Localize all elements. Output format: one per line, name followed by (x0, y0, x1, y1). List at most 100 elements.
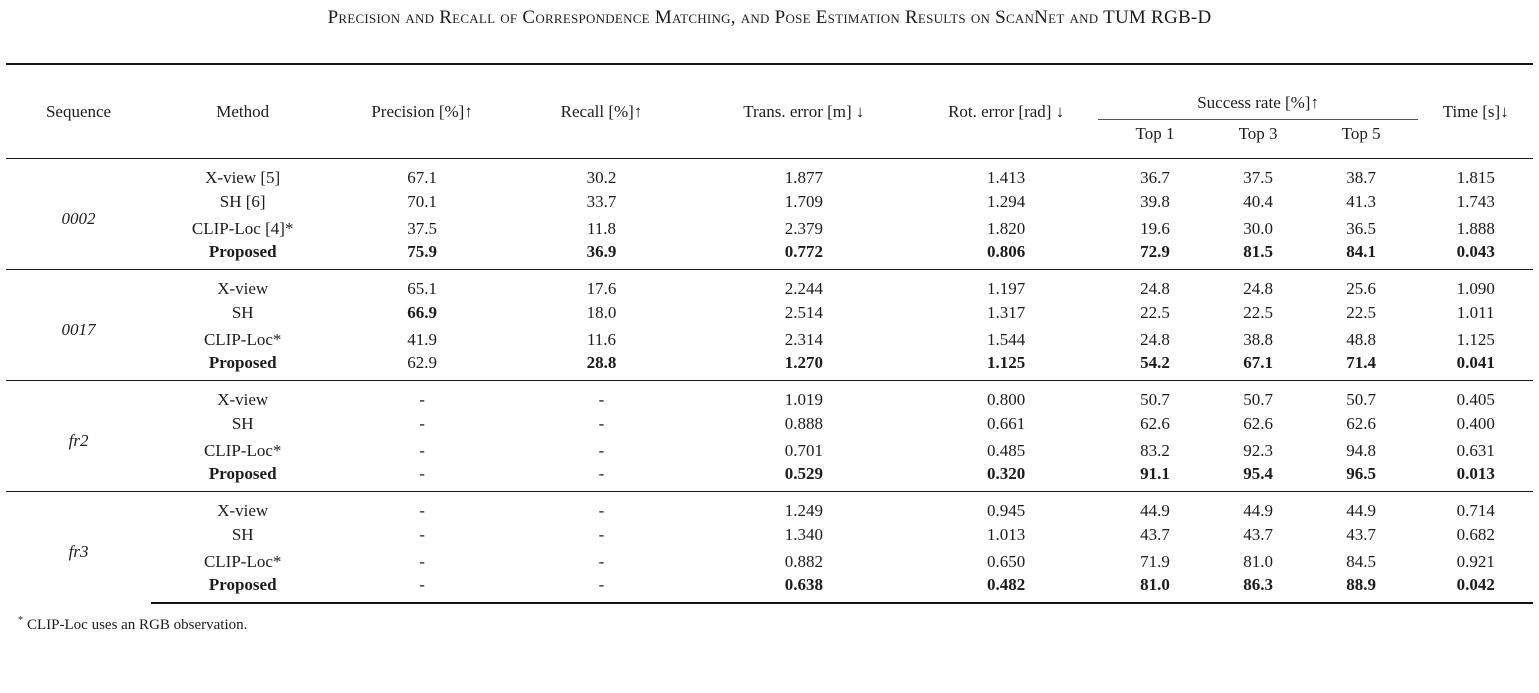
method-cell: SH [6] (219, 191, 266, 211)
table-caption: Precision and Recall of Correspondence M… (327, 7, 1212, 28)
table-row: fr2 X-view - - 1.019 0.800 50.7 50.7 50.… (6, 380, 1533, 492)
subcol-header-top5: Top 5 (1303, 119, 1419, 159)
time-cell: 1.090 (1418, 269, 1533, 299)
rot-error-cell: 1.125 (987, 353, 1026, 372)
header-row-sub: Top 1 Top 3 Top 5 (6, 119, 1533, 159)
top3-cell: 62.6 (1243, 413, 1273, 433)
rot-error-cell: 0.661 (987, 413, 1026, 433)
top5-cell: 38.7 (1346, 168, 1377, 187)
col-header-trans-error: Trans. error [m] ↓ (693, 63, 915, 159)
top5-cell: 41.3 (1346, 191, 1377, 211)
trans-error-cell: 2.514 (784, 302, 823, 322)
trans-error-cell: 0.529 (784, 464, 823, 483)
top5-cell: 84.1 (1346, 242, 1377, 261)
trans-error-cell: 2.244 (693, 269, 915, 299)
col-header-precision: Precision [%]↑ (334, 63, 510, 159)
top5-cell: 50.7 (1303, 380, 1419, 410)
precision-cell: - (419, 524, 425, 544)
top1-cell: 71.9 (1140, 551, 1170, 571)
subcol-header-top1: Top 1 (1097, 119, 1213, 159)
top3-cell: 81.0 (1243, 551, 1273, 571)
precision-cell: - (334, 575, 510, 604)
rot-error-cell: 0.650 (987, 551, 1026, 571)
method-cell: CLIP-Loc* (203, 551, 282, 571)
rot-error-cell: 0.320 (987, 464, 1026, 483)
time-cell: 1.743 (1456, 191, 1495, 211)
top3-cell: 22.5 (1243, 302, 1273, 322)
precision-cell: 70.1 (407, 191, 437, 211)
method-cell: CLIP-Loc* (203, 440, 282, 460)
recall-cell: 11.8 (586, 218, 617, 238)
method-cell: X-view (151, 380, 335, 410)
time-cell: 0.921 (1456, 551, 1495, 571)
time-cell: 0.682 (1456, 524, 1495, 544)
method-cell: Proposed (208, 464, 277, 483)
recall-cell: - (509, 491, 694, 521)
top1-cell: 44.9 (1097, 491, 1213, 521)
top5-cell: 36.5 (1346, 218, 1377, 238)
recall-cell: 17.6 (509, 269, 694, 299)
time-cell: 0.043 (1456, 242, 1495, 261)
col-header-success-rate: Success rate [%]↑ (1097, 63, 1419, 120)
table-row: CLIP-Loc* - - 0.701 0.485 83.2 92.3 94.8… (6, 437, 1533, 464)
precision-cell: - (419, 413, 425, 433)
top3-cell: 50.7 (1212, 380, 1304, 410)
table-row: CLIP-Loc* 41.9 11.6 2.314 1.544 24.8 38.… (6, 326, 1533, 353)
time-cell: 1.125 (1456, 329, 1495, 349)
time-cell: 0.013 (1456, 464, 1495, 483)
recall-cell: 11.6 (586, 329, 617, 349)
table-header: Sequence Method Precision [%]↑ Recall [%… (6, 63, 1533, 159)
recall-cell: 36.9 (586, 242, 617, 261)
table-row: Proposed 62.9 28.8 1.270 1.125 54.2 67.1… (6, 353, 1533, 381)
top3-cell: 30.0 (1243, 218, 1273, 238)
method-cell: SH (231, 413, 254, 433)
table-row: 0002 X-view [5] 67.1 30.2 1.877 1.413 36… (6, 159, 1533, 228)
method-cell: Proposed (208, 242, 277, 261)
recall-cell: 33.7 (586, 191, 617, 211)
footnote-marker: * (18, 615, 23, 626)
time-cell: 0.714 (1418, 491, 1533, 521)
table-row: Proposed 75.9 36.9 0.772 0.806 72.9 81.5… (6, 242, 1533, 270)
top3-cell: 67.1 (1243, 353, 1273, 372)
time-cell: 1.888 (1456, 218, 1495, 238)
recall-cell: 30.2 (586, 168, 617, 187)
recall-cell: - (598, 464, 605, 483)
time-cell: 1.815 (1456, 168, 1495, 187)
precision-cell: 41.9 (407, 329, 437, 349)
method-cell: CLIP-Loc [4]* (191, 218, 294, 238)
col-header-rot-error: Rot. error [rad] ↓ (914, 63, 1098, 159)
trans-error-cell: 2.314 (784, 329, 823, 349)
rot-error-cell: 1.317 (987, 302, 1026, 322)
precision-cell: 66.9 (407, 302, 437, 322)
top5-cell: 22.5 (1346, 302, 1377, 322)
precision-cell: 37.5 (407, 218, 437, 238)
method-cell: X-view (151, 491, 335, 521)
table-row: Proposed - - 0.529 0.320 91.1 95.4 96.5 … (6, 464, 1533, 492)
table-footnote: * CLIP-Loc uses an RGB observation. (18, 615, 1539, 634)
col-header-time: Time [s]↓ (1418, 63, 1533, 159)
top1-cell: 62.6 (1140, 413, 1170, 433)
precision-cell: 65.1 (334, 269, 510, 299)
recall-cell: 18.0 (586, 302, 617, 322)
block-fr2: fr2 X-view - - 1.019 0.800 50.7 50.7 50.… (6, 380, 1533, 492)
top5-cell: 62.6 (1346, 413, 1377, 433)
top3-cell: 24.8 (1212, 269, 1304, 299)
top3-cell: 37.5 (1243, 168, 1273, 187)
table-row: fr3 X-view - - 1.249 0.945 44.9 44.9 44.… (6, 491, 1533, 603)
time-cell: 0.405 (1418, 380, 1533, 410)
precision-cell: - (334, 380, 510, 410)
top1-cell: 50.7 (1097, 380, 1213, 410)
method-cell: CLIP-Loc* (203, 329, 282, 349)
rot-error-cell: 0.482 (914, 575, 1098, 604)
block-0017: 0017 X-view 65.1 17.6 2.244 1.197 24.8 2… (6, 269, 1533, 381)
precision-cell: - (419, 440, 425, 460)
trans-error-cell: 1.877 (784, 168, 823, 187)
sequence-cell: fr2 (6, 380, 152, 492)
rot-error-cell: 1.413 (987, 168, 1026, 187)
time-cell: 0.631 (1456, 440, 1495, 460)
rot-error-cell: 1.013 (987, 524, 1026, 544)
top1-cell: 81.0 (1097, 575, 1213, 604)
precision-cell: 62.9 (407, 353, 437, 372)
method-cell: X-view [5] (205, 168, 281, 187)
